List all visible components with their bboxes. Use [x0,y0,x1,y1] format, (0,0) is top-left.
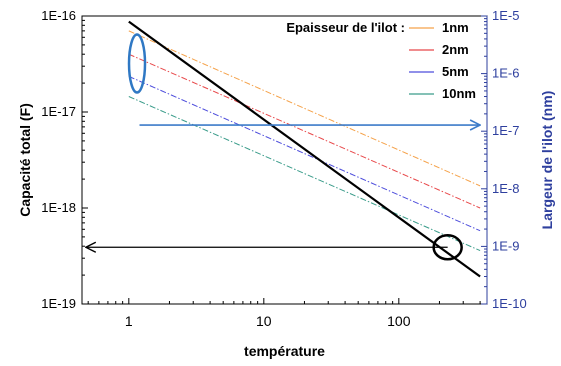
y-right-tick-label-3: 1E-8 [492,181,519,196]
y-right-tick-label-0: 1E-5 [492,8,519,23]
series-line-1nm [128,30,481,187]
series-layer [128,20,481,278]
reference-line [128,20,481,278]
y-right-tick-label-5: 1E-10 [492,296,527,311]
y-left-tick-label-0: 1E-16 [41,8,76,23]
y-left-tick-label-1: 1E-17 [41,104,76,119]
legend-label-10nm: 10nm [442,86,476,101]
x-tick-label-1: 10 [256,313,272,329]
y-left-tick-label-2: 1E-18 [41,200,76,215]
annotation-layer [86,33,480,261]
x-tick-label-0: 1 [125,313,133,329]
series-line-10nm [128,96,481,252]
legend-title: Epaisseur de l'ilot : [286,20,405,35]
y-axis-right-title: Largeur de l'ilot (nm) [539,91,555,230]
x-tick-label-2: 100 [387,313,411,329]
plot-area [82,16,487,304]
series-line-2nm [128,53,481,209]
y-right-tick-label-4: 1E-9 [492,238,519,253]
axes-layer: 1 10 100 1E-16 1E-17 1E-18 1E-19 1E-5 1E-6 1E-7 1E… [41,8,526,329]
x-axis-title: température [244,343,325,359]
y-left-tick-label-3: 1E-19 [41,296,76,311]
legend: Epaisseur de l'ilot : 1nm 2nm 5nm 10nm [286,20,476,101]
legend-label-5nm: 5nm [442,64,469,79]
legend-label-1nm: 1nm [442,20,469,35]
y-right-tick-label-2: 1E-7 [492,123,519,138]
series-line-5nm [128,75,481,232]
annotation-ellipse-0 [127,33,147,94]
y-axis-left-title: Capacité total (F) [17,103,33,217]
y-right-tick-label-1: 1E-6 [492,66,519,81]
legend-label-2nm: 2nm [442,42,469,57]
